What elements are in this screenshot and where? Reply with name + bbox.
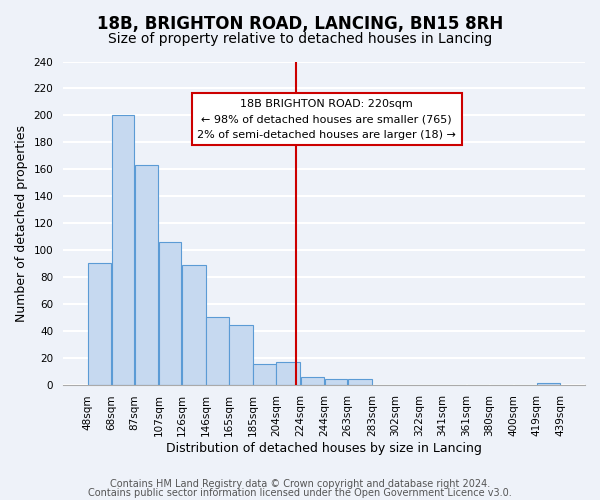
Bar [348,379,371,384]
Text: 18B, BRIGHTON ROAD, LANCING, BN15 8RH: 18B, BRIGHTON ROAD, LANCING, BN15 8RH [97,15,503,33]
Bar [159,242,181,384]
Y-axis label: Number of detached properties: Number of detached properties [15,124,28,322]
X-axis label: Distribution of detached houses by size in Lancing: Distribution of detached houses by size … [166,442,482,455]
Bar [112,116,134,384]
Bar [277,362,300,384]
Bar [135,165,158,384]
Text: 18B BRIGHTON ROAD: 220sqm
← 98% of detached houses are smaller (765)
2% of semi-: 18B BRIGHTON ROAD: 220sqm ← 98% of detac… [197,98,456,140]
Bar [325,379,347,384]
Text: Size of property relative to detached houses in Lancing: Size of property relative to detached ho… [108,32,492,46]
Text: Contains public sector information licensed under the Open Government Licence v3: Contains public sector information licen… [88,488,512,498]
Bar [229,326,253,384]
Bar [253,364,276,384]
Bar [301,376,325,384]
Bar [182,265,206,384]
Bar [206,318,229,384]
Bar [88,264,111,384]
Text: Contains HM Land Registry data © Crown copyright and database right 2024.: Contains HM Land Registry data © Crown c… [110,479,490,489]
